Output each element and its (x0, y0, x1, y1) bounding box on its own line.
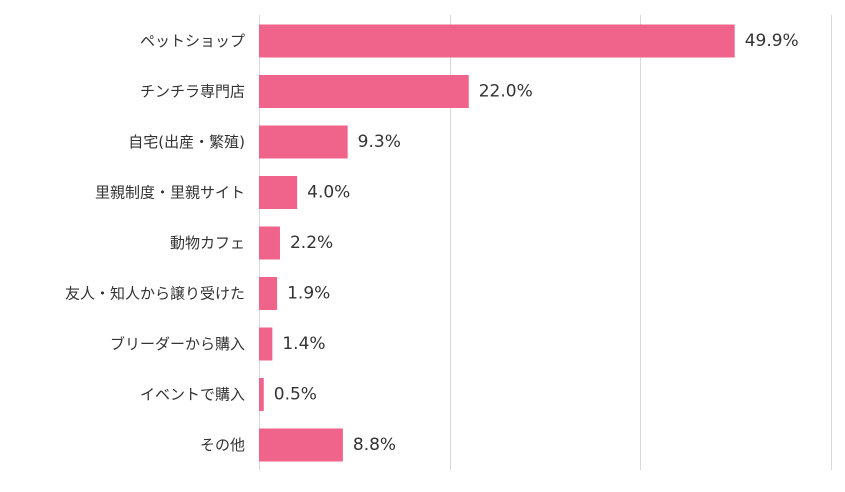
bar-3 (259, 176, 298, 209)
category-label-7: イベントで購入 (140, 386, 245, 404)
value-label-1: 22.0% (479, 82, 533, 102)
value-label-3: 4.0% (307, 183, 350, 203)
value-label-2: 9.3% (358, 132, 401, 152)
category-label-2: 自宅(出産・繁殖) (128, 133, 245, 151)
bar-1 (259, 75, 469, 108)
value-label-8: 8.8% (353, 435, 396, 455)
bar-layer (259, 24, 735, 462)
category-label-5: 友人・知人から譲り受けた (65, 285, 245, 303)
value-label-4: 2.2% (290, 233, 333, 253)
bar-5 (259, 277, 278, 310)
category-label-1: チンチラ専門店 (140, 83, 245, 101)
category-label-3: 里親制度・里親サイト (95, 184, 245, 202)
category-label-4: 動物カフェ (170, 234, 245, 252)
bar-6 (259, 327, 273, 361)
category-label-6: ブリーダーから購入 (110, 335, 245, 353)
category-label-8: その他 (200, 436, 245, 454)
value-label-layer: 49.9% 22.0% 9.3% 4.0% 2.2% 1.9% 1.4% 0.5% 8.8% (274, 31, 799, 455)
bar-2 (259, 125, 348, 159)
bar-0 (259, 24, 735, 58)
bar-8 (259, 428, 343, 462)
value-label-6: 1.4% (282, 334, 325, 354)
value-label-0: 49.9% (745, 31, 799, 51)
category-label-0: ペットショップ (140, 32, 245, 50)
bar-7 (259, 378, 264, 411)
bar-4 (259, 226, 280, 260)
value-label-5: 1.9% (287, 284, 330, 304)
value-label-7: 0.5% (274, 385, 317, 405)
